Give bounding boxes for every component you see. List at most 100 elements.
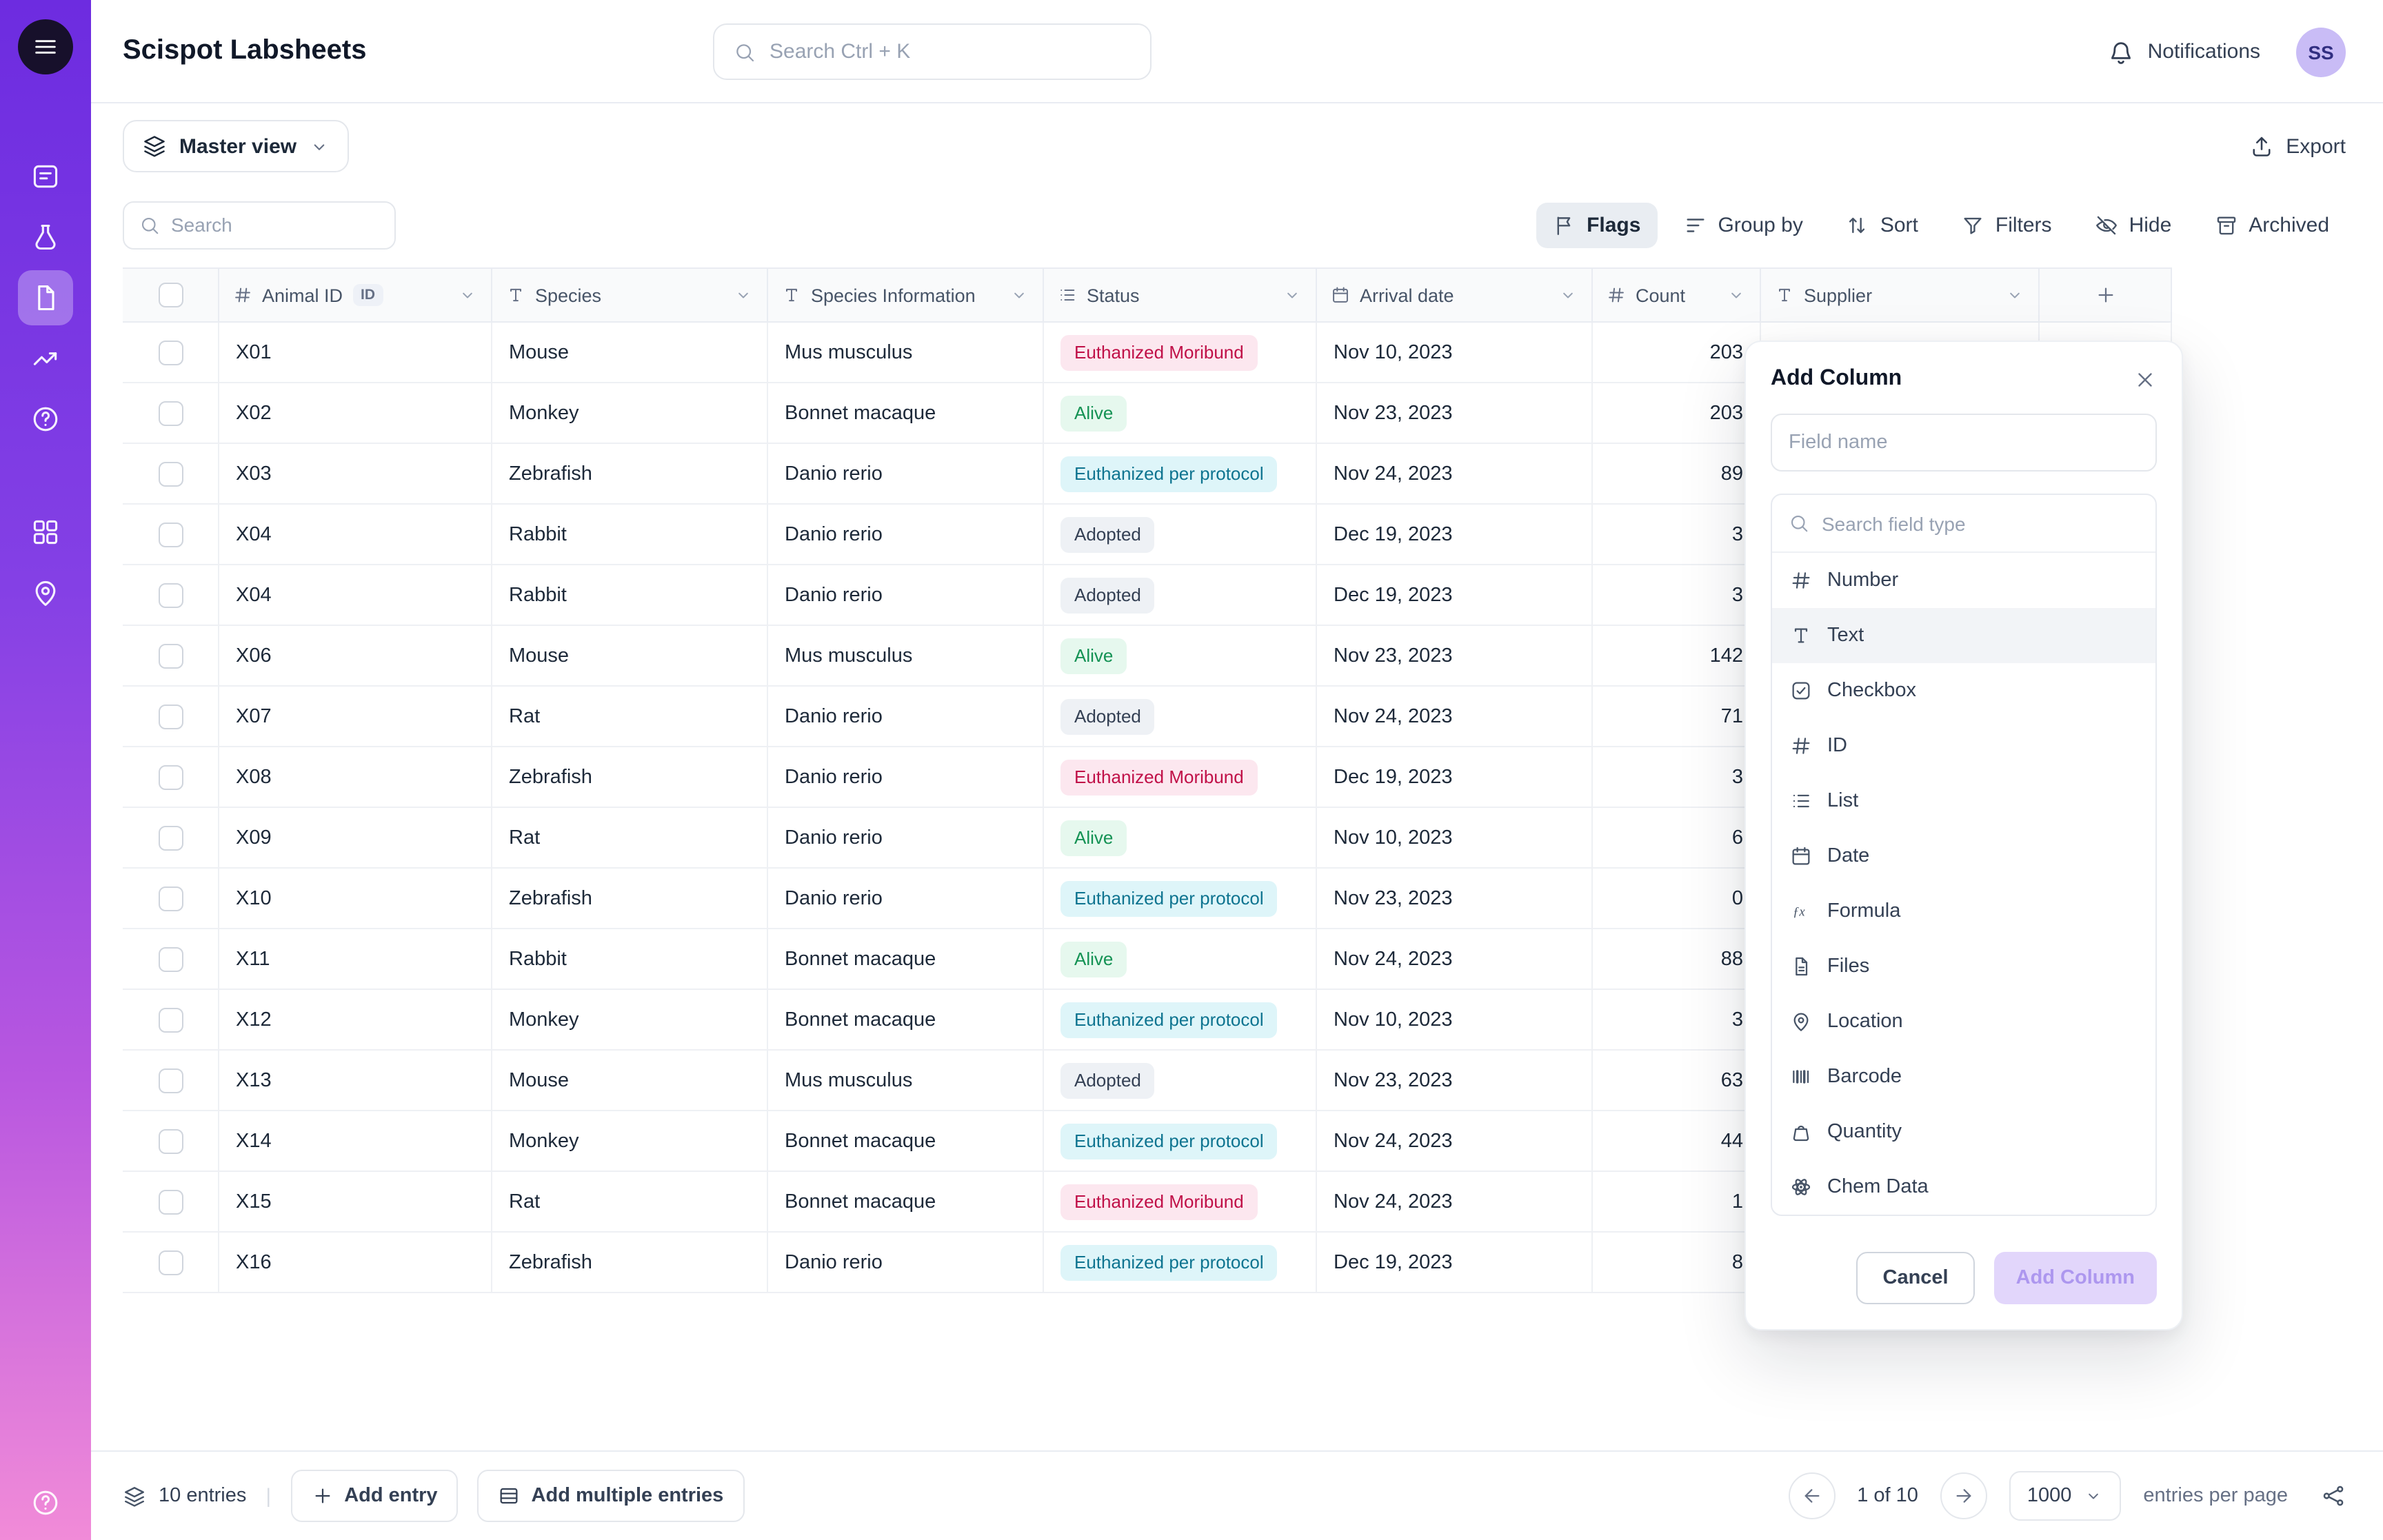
cell-species[interactable]: Rabbit bbox=[492, 565, 768, 625]
menu-button[interactable] bbox=[18, 19, 73, 74]
cell-count[interactable]: 8 bbox=[1593, 1233, 1761, 1292]
cell-status[interactable]: Alive bbox=[1044, 383, 1317, 443]
cell-status[interactable]: Adopted bbox=[1044, 687, 1317, 746]
cell-status[interactable]: Euthanized per protocol bbox=[1044, 1233, 1317, 1292]
field-type-option[interactable]: Files bbox=[1772, 939, 2155, 994]
cell-animal-id[interactable]: X12 bbox=[219, 990, 492, 1049]
column-header-species[interactable]: Species bbox=[492, 269, 768, 321]
column-header-species-info[interactable]: Species Information bbox=[768, 269, 1044, 321]
cell-species-info[interactable]: Danio rerio bbox=[768, 565, 1044, 625]
cell-status[interactable]: Adopted bbox=[1044, 505, 1317, 564]
group-by-button[interactable]: Group by bbox=[1667, 202, 1819, 247]
cell-status[interactable]: Euthanized Moribund bbox=[1044, 1172, 1317, 1231]
column-header-count[interactable]: Count bbox=[1593, 269, 1761, 321]
cell-animal-id[interactable]: X15 bbox=[219, 1172, 492, 1231]
cell-count[interactable]: 63 bbox=[1593, 1051, 1761, 1110]
row-checkbox[interactable] bbox=[158, 1128, 183, 1153]
cell-species-info[interactable]: Danio rerio bbox=[768, 444, 1044, 503]
cell-arrival-date[interactable]: Nov 23, 2023 bbox=[1317, 1051, 1593, 1110]
view-selector-button[interactable]: Master view bbox=[123, 120, 350, 172]
field-type-option[interactable]: Location bbox=[1772, 994, 2155, 1049]
select-all-checkbox[interactable] bbox=[158, 283, 183, 307]
cell-arrival-date[interactable]: Nov 10, 2023 bbox=[1317, 808, 1593, 867]
cell-animal-id[interactable]: X08 bbox=[219, 747, 492, 807]
cell-species-info[interactable]: Danio rerio bbox=[768, 747, 1044, 807]
cell-count[interactable]: 142 bbox=[1593, 626, 1761, 685]
cell-status[interactable]: Euthanized per protocol bbox=[1044, 444, 1317, 503]
sort-button[interactable]: Sort bbox=[1829, 202, 1935, 247]
cell-count[interactable]: 3 bbox=[1593, 565, 1761, 625]
cell-arrival-date[interactable]: Dec 19, 2023 bbox=[1317, 747, 1593, 807]
row-checkbox[interactable] bbox=[158, 825, 183, 850]
table-search[interactable] bbox=[123, 201, 421, 249]
cell-count[interactable]: 44 bbox=[1593, 1111, 1761, 1171]
cell-arrival-date[interactable]: Nov 23, 2023 bbox=[1317, 869, 1593, 928]
cell-status[interactable]: Euthanized per protocol bbox=[1044, 1111, 1317, 1171]
sidebar-item-insights[interactable] bbox=[18, 392, 73, 447]
cell-status[interactable]: Euthanized per protocol bbox=[1044, 869, 1317, 928]
field-type-option[interactable]: Text bbox=[1772, 608, 2155, 663]
cell-animal-id[interactable]: X04 bbox=[219, 565, 492, 625]
cell-count[interactable]: 3 bbox=[1593, 505, 1761, 564]
cancel-button[interactable]: Cancel bbox=[1856, 1252, 1975, 1304]
field-type-option[interactable]: List bbox=[1772, 773, 2155, 829]
cell-arrival-date[interactable]: Dec 19, 2023 bbox=[1317, 505, 1593, 564]
cell-count[interactable]: 3 bbox=[1593, 747, 1761, 807]
cell-arrival-date[interactable]: Dec 19, 2023 bbox=[1317, 1233, 1593, 1292]
cell-count[interactable]: 203 bbox=[1593, 323, 1761, 382]
cell-species-info[interactable]: Bonnet macaque bbox=[768, 929, 1044, 989]
row-checkbox[interactable] bbox=[158, 946, 183, 971]
cell-animal-id[interactable]: X09 bbox=[219, 808, 492, 867]
sidebar-item-notes[interactable] bbox=[18, 149, 73, 204]
cell-species[interactable]: Rat bbox=[492, 808, 768, 867]
cell-arrival-date[interactable]: Nov 24, 2023 bbox=[1317, 444, 1593, 503]
chevron-down-icon[interactable] bbox=[1009, 285, 1029, 305]
chevron-down-icon[interactable] bbox=[1727, 285, 1746, 305]
cell-arrival-date[interactable]: Nov 10, 2023 bbox=[1317, 323, 1593, 382]
cell-species-info[interactable]: Bonnet macaque bbox=[768, 1172, 1044, 1231]
cell-species[interactable]: Rabbit bbox=[492, 929, 768, 989]
cell-animal-id[interactable]: X02 bbox=[219, 383, 492, 443]
cell-species-info[interactable]: Danio rerio bbox=[768, 808, 1044, 867]
cell-count[interactable]: 3 bbox=[1593, 990, 1761, 1049]
cell-animal-id[interactable]: X10 bbox=[219, 869, 492, 928]
row-checkbox[interactable] bbox=[158, 461, 183, 486]
field-name-input[interactable] bbox=[1771, 414, 2157, 472]
export-button[interactable]: Export bbox=[2249, 134, 2346, 159]
archived-button[interactable]: Archived bbox=[2198, 202, 2346, 247]
row-checkbox[interactable] bbox=[158, 522, 183, 547]
hide-button[interactable]: Hide bbox=[2078, 202, 2189, 247]
row-checkbox[interactable] bbox=[158, 582, 183, 607]
field-type-option[interactable]: Barcode bbox=[1772, 1049, 2155, 1104]
field-type-search-input[interactable] bbox=[1822, 512, 2139, 534]
cell-status[interactable]: Alive bbox=[1044, 808, 1317, 867]
cell-species-info[interactable]: Danio rerio bbox=[768, 869, 1044, 928]
row-checkbox[interactable] bbox=[158, 886, 183, 911]
cell-status[interactable]: Euthanized per protocol bbox=[1044, 990, 1317, 1049]
add-column-submit-button[interactable]: Add Column bbox=[1993, 1252, 2157, 1304]
cell-species-info[interactable]: Bonnet macaque bbox=[768, 1111, 1044, 1171]
cell-arrival-date[interactable]: Nov 24, 2023 bbox=[1317, 1172, 1593, 1231]
cell-species-info[interactable]: Mus musculus bbox=[768, 323, 1044, 382]
cell-arrival-date[interactable]: Nov 24, 2023 bbox=[1317, 1111, 1593, 1171]
row-checkbox[interactable] bbox=[158, 1250, 183, 1275]
cell-species-info[interactable]: Mus musculus bbox=[768, 626, 1044, 685]
notifications-button[interactable]: Notifications bbox=[2108, 38, 2260, 65]
sidebar-item-locations[interactable] bbox=[18, 565, 73, 620]
field-type-option[interactable]: Date bbox=[1772, 829, 2155, 884]
add-column-header-button[interactable] bbox=[2040, 269, 2172, 321]
cell-status[interactable]: Alive bbox=[1044, 929, 1317, 989]
cell-count[interactable]: 1 bbox=[1593, 1172, 1761, 1231]
field-type-option[interactable]: Chem Data bbox=[1772, 1159, 2155, 1215]
avatar[interactable]: SS bbox=[2296, 27, 2346, 77]
cell-species-info[interactable]: Danio rerio bbox=[768, 505, 1044, 564]
chevron-down-icon[interactable] bbox=[1283, 285, 1302, 305]
column-header-animal-id[interactable]: Animal ID ID bbox=[219, 269, 492, 321]
sidebar-item-analytics[interactable] bbox=[18, 331, 73, 386]
row-checkbox[interactable] bbox=[158, 1007, 183, 1032]
cell-arrival-date[interactable]: Nov 24, 2023 bbox=[1317, 687, 1593, 746]
field-type-option[interactable]: Checkbox bbox=[1772, 663, 2155, 718]
cell-arrival-date[interactable]: Nov 23, 2023 bbox=[1317, 383, 1593, 443]
sidebar-item-apps[interactable] bbox=[18, 505, 73, 560]
sidebar-item-lab[interactable] bbox=[18, 210, 73, 265]
